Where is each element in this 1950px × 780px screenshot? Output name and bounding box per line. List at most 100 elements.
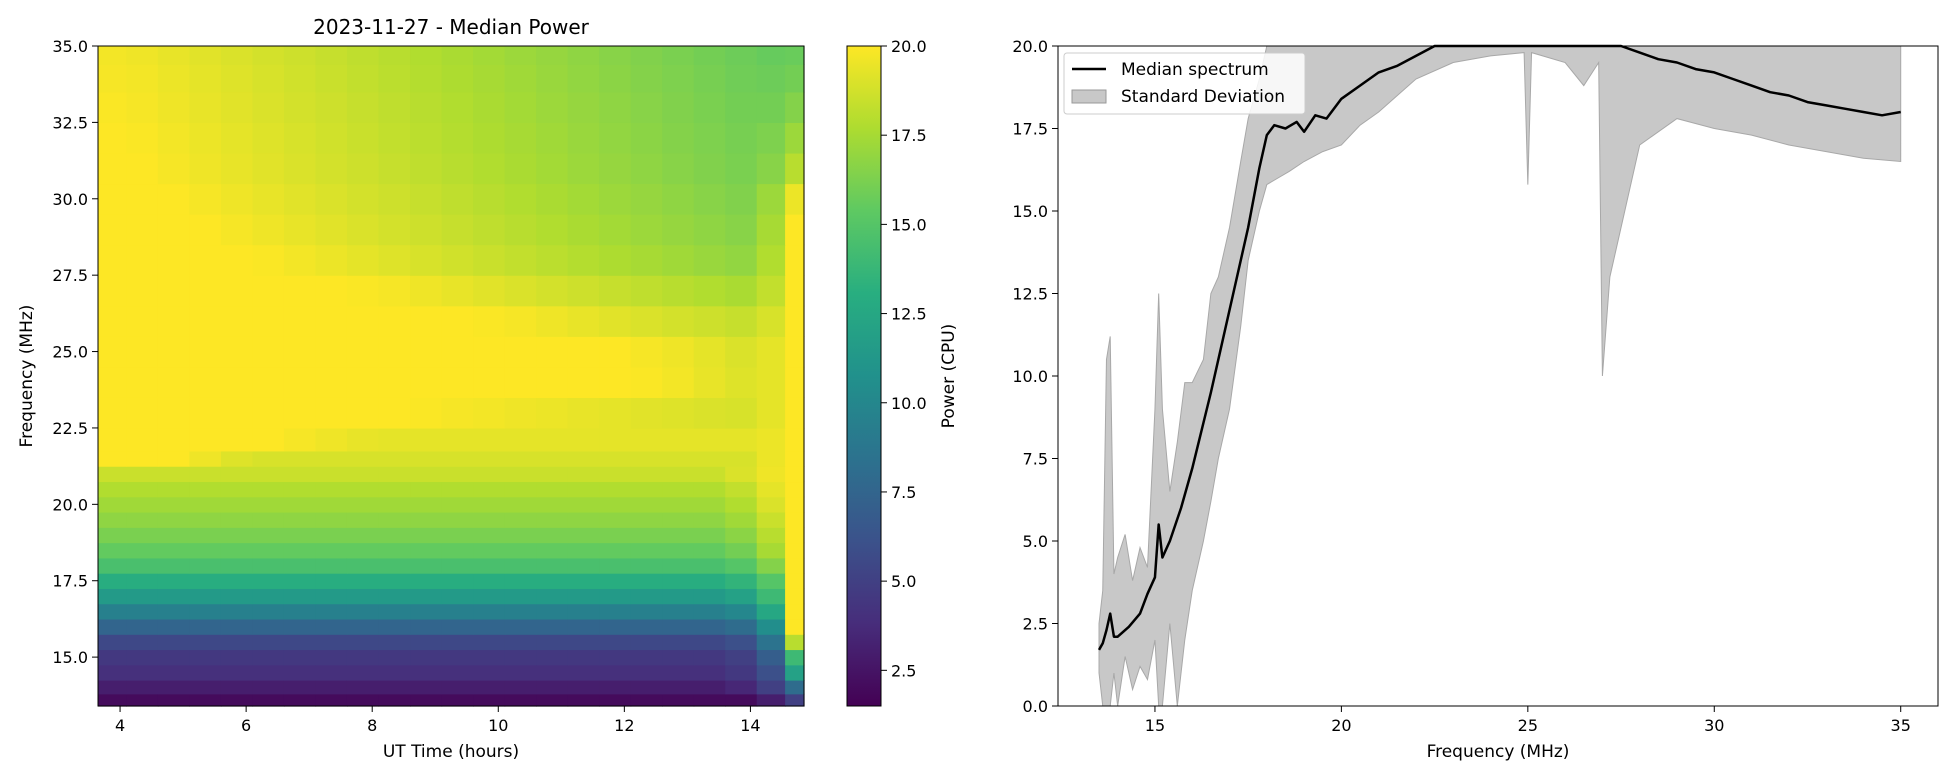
heatmap-cell: [756, 603, 786, 620]
heatmap-x-tick-label: 12: [614, 716, 634, 735]
heatmap-cell: [252, 603, 285, 620]
heatmap-cell: [189, 588, 222, 605]
heatmap-cell: [378, 680, 411, 695]
heatmap-cell: [536, 305, 569, 337]
heatmap-cell: [567, 397, 600, 429]
heatmap-cell: [785, 450, 805, 467]
heatmap-cell: [346, 603, 380, 620]
heatmap-cell: [567, 527, 600, 544]
heatmap-cell: [189, 680, 222, 695]
heatmap-cell: [283, 427, 317, 452]
heatmap-cell: [756, 573, 786, 589]
heatmap-cell: [785, 46, 805, 65]
heatmap-cell: [567, 603, 600, 620]
heatmap-cell: [189, 122, 222, 154]
heatmap-cell: [567, 305, 600, 337]
heatmap-cell: [630, 466, 663, 483]
heatmap-cell: [725, 542, 758, 559]
colorbar-label: Power (CPU): [939, 324, 959, 429]
spectrum-x-label: Frequency (MHz): [1427, 742, 1570, 762]
heatmap-cell: [725, 603, 758, 620]
heatmap-cell: [441, 481, 474, 498]
heatmap-cell: [473, 214, 506, 246]
median-spectrum-line: [1097, 44, 1901, 651]
heatmap-cell: [220, 450, 254, 467]
heatmap-cell: [725, 152, 758, 185]
heatmap-cell: [220, 693, 254, 707]
heatmap-cell: [98, 649, 127, 666]
heatmap-cell: [756, 366, 786, 398]
heatmap-cell: [693, 46, 726, 65]
heatmap-cell: [315, 634, 348, 651]
heatmap-cell: [252, 46, 285, 65]
heatmap-cell: [98, 366, 127, 398]
colorbar-tick-label: 20.0: [891, 37, 927, 56]
heatmap-x-tick-label: 14: [740, 716, 760, 735]
heatmap-cell: [599, 305, 632, 337]
heatmap-cell: [98, 275, 127, 307]
heatmap-cell: [252, 542, 285, 559]
heatmap-cell: [220, 542, 254, 559]
heatmap-cell: [283, 649, 317, 666]
heatmap-cell: [662, 122, 695, 154]
heatmap-cell: [473, 557, 506, 574]
heatmap-cell: [283, 305, 317, 337]
heatmap-cell: [599, 427, 632, 452]
heatmap-cell: [220, 183, 254, 215]
heatmap-cell: [283, 634, 317, 651]
heatmap-cell: [157, 527, 190, 544]
heatmap-cell: [756, 527, 786, 544]
heatmap-y-tick-label: 30.0: [52, 190, 88, 209]
heatmap-cell: [725, 450, 758, 467]
heatmap-cell: [725, 183, 758, 215]
heatmap-cell: [567, 152, 600, 185]
heatmap-cell: [252, 496, 285, 513]
heatmap-cell: [220, 618, 254, 635]
heatmap-cell: [785, 573, 805, 589]
heatmap-cell: [662, 649, 695, 666]
heatmap-cell: [252, 511, 285, 528]
heatmap-cell: [725, 664, 758, 681]
heatmap-cell: [504, 557, 537, 574]
heatmap-cell: [630, 275, 663, 307]
heatmap-cell: [220, 91, 254, 123]
spectrum-y-tick-label: 5.0: [1023, 532, 1048, 551]
heatmap-cell: [315, 46, 348, 65]
heatmap-cell: [662, 336, 695, 368]
heatmap-cell: [756, 542, 786, 559]
heatmap-cell: [410, 496, 443, 513]
heatmap-cell: [504, 680, 537, 695]
heatmap-cell: [662, 244, 695, 276]
heatmap-cell: [283, 588, 317, 605]
heatmap-cell: [473, 649, 506, 666]
heatmap-cell: [567, 481, 600, 498]
heatmap-cell: [126, 305, 159, 337]
heatmap-cell: [283, 557, 317, 574]
legend-std-label: Standard Deviation: [1121, 87, 1285, 107]
heatmap-cell: [785, 64, 805, 93]
heatmap-cell: [126, 336, 159, 368]
heatmap-cell: [126, 542, 159, 559]
heatmap-cell: [189, 336, 222, 368]
heatmap-cell: [536, 214, 569, 246]
heatmap-cell: [283, 680, 317, 695]
heatmap-cell: [693, 527, 726, 544]
heatmap-cell: [473, 634, 506, 651]
heatmap-cell: [315, 693, 348, 707]
heatmap-cell: [346, 46, 380, 65]
heatmap-cell: [346, 64, 380, 93]
heatmap-cell: [504, 122, 537, 154]
heatmap-cell: [441, 183, 474, 215]
heatmap-cell: [630, 557, 663, 574]
heatmap-cell: [441, 450, 474, 467]
spectrum-x-tick-label: 20: [1331, 716, 1351, 735]
heatmap-cell: [785, 481, 805, 498]
heatmap-cell: [378, 427, 411, 452]
heatmap-cell: [252, 122, 285, 154]
heatmap-cell: [441, 397, 474, 429]
heatmap-cell: [126, 183, 159, 215]
heatmap-cell: [315, 152, 348, 185]
heatmap-cell: [126, 450, 159, 467]
spectrum-y-tick-label: 17.5: [1012, 120, 1048, 139]
heatmap-cell: [98, 527, 127, 544]
